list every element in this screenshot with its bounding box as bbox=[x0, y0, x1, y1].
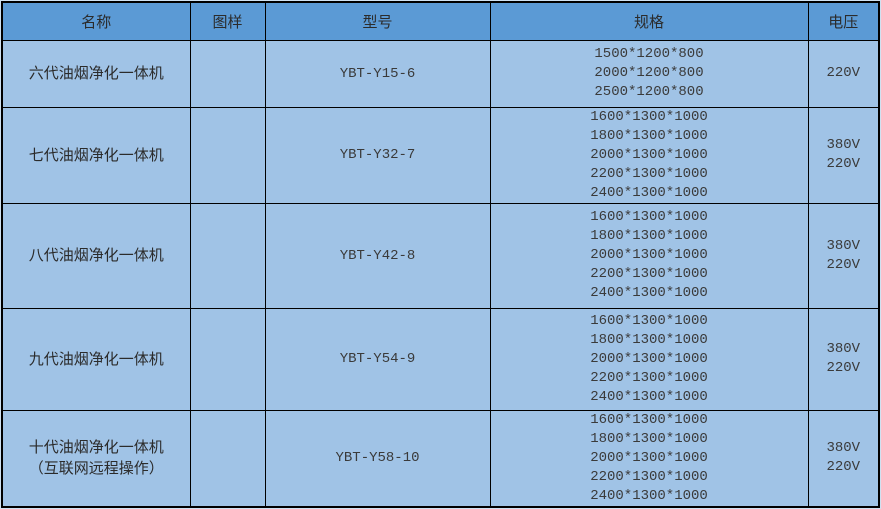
header-cell-name: 名称 bbox=[1, 1, 191, 41]
image-sample-cell bbox=[189, 307, 266, 411]
voltage-cell: 380V 220V bbox=[807, 202, 880, 309]
voltage-line: 380V bbox=[826, 341, 861, 357]
product-name-cell: 八代油烟净化一体机 bbox=[1, 202, 191, 309]
table-row: 六代油烟净化一体机 YBT-Y15-6 1500*1200*800 2000*1… bbox=[1, 39, 880, 108]
spec-line: 2400*1300*1000 bbox=[590, 285, 708, 301]
voltage-line: 380V bbox=[826, 440, 861, 456]
spec-line: 1800*1300*1000 bbox=[590, 127, 708, 144]
product-name: 六代油烟净化一体机 bbox=[28, 64, 164, 82]
product-name: 八代油烟净化一体机 bbox=[28, 246, 164, 264]
image-sample-cell bbox=[189, 409, 266, 507]
specs-cell: 1600*1300*1000 1800*1300*1000 2000*1300*… bbox=[489, 106, 809, 204]
spec-line: 2000*1300*1000 bbox=[590, 146, 708, 163]
model-cell: YBT-Y42-8 bbox=[264, 202, 491, 309]
table-row: 七代油烟净化一体机 YBT-Y32-7 1600*1300*1000 1800*… bbox=[1, 106, 880, 204]
voltage-cell: 380V 220V bbox=[807, 409, 880, 507]
spec-line: 1800*1300*1000 bbox=[590, 430, 708, 447]
voltage-cell: 380V 220V bbox=[807, 106, 880, 204]
header-cell-specs: 规格 bbox=[489, 1, 809, 41]
spec-line: 1600*1300*1000 bbox=[590, 411, 708, 428]
table-header-row: 名称 图样 型号 规格 电压 bbox=[1, 1, 880, 41]
table-row: 十代油烟净化一体机 （互联网远程操作） YBT-Y58-10 1600*1300… bbox=[1, 409, 880, 507]
voltage-line: 220V bbox=[826, 459, 861, 475]
header-cell-model: 型号 bbox=[264, 1, 491, 41]
voltage-line: 220V bbox=[826, 256, 861, 273]
table-row: 九代油烟净化一体机 YBT-Y54-9 1600*1300*1000 1800*… bbox=[1, 307, 880, 411]
spec-line: 2400*1300*1000 bbox=[590, 184, 708, 201]
product-name-cell: 七代油烟净化一体机 bbox=[1, 106, 191, 204]
spec-line: 2000*1300*1000 bbox=[590, 247, 708, 263]
spec-line: 2200*1300*1000 bbox=[590, 165, 708, 182]
spec-line: 2000*1200*800 bbox=[594, 65, 704, 81]
model-cell: YBT-Y32-7 bbox=[264, 106, 491, 204]
model-cell: YBT-Y58-10 bbox=[264, 409, 491, 507]
voltage-line: 380V bbox=[826, 137, 861, 153]
spec-line: 2200*1300*1000 bbox=[590, 369, 708, 386]
spec-line: 2500*1200*800 bbox=[594, 84, 704, 100]
header-cell-image: 图样 bbox=[189, 1, 266, 41]
product-name-cell: 九代油烟净化一体机 bbox=[1, 307, 191, 411]
product-name-subline: （互联网远程操作） bbox=[28, 459, 164, 477]
specs-cell: 1600*1300*1000 1800*1300*1000 2000*1300*… bbox=[489, 307, 809, 411]
image-sample-cell bbox=[189, 106, 266, 204]
spec-line: 2200*1300*1000 bbox=[590, 266, 708, 282]
spec-line: 1600*1300*1000 bbox=[590, 108, 708, 125]
product-name-cell: 十代油烟净化一体机 （互联网远程操作） bbox=[1, 409, 191, 507]
image-sample-cell bbox=[189, 202, 266, 309]
table-row: 八代油烟净化一体机 YBT-Y42-8 1600*1300*1000 1800*… bbox=[1, 202, 880, 309]
image-sample-cell bbox=[189, 39, 266, 108]
voltage-line: 220V bbox=[826, 156, 861, 172]
voltage-cell: 220V bbox=[807, 39, 880, 108]
product-name: 十代油烟净化一体机 bbox=[28, 438, 164, 456]
voltage-cell: 380V 220V bbox=[807, 307, 880, 411]
spec-line: 1800*1300*1000 bbox=[590, 331, 708, 348]
spec-line: 2000*1300*1000 bbox=[590, 449, 708, 466]
spec-line: 1600*1300*1000 bbox=[590, 209, 708, 225]
spec-line: 1800*1300*1000 bbox=[590, 228, 708, 244]
model-cell: YBT-Y54-9 bbox=[264, 307, 491, 411]
specs-cell: 1600*1300*1000 1800*1300*1000 2000*1300*… bbox=[489, 409, 809, 507]
voltage-line: 380V bbox=[826, 237, 861, 254]
specs-cell: 1600*1300*1000 1800*1300*1000 2000*1300*… bbox=[489, 202, 809, 309]
specs-cell: 1500*1200*800 2000*1200*800 2500*1200*80… bbox=[489, 39, 809, 108]
product-name: 九代油烟净化一体机 bbox=[28, 349, 164, 368]
voltage-line: 220V bbox=[826, 360, 861, 376]
spec-line: 2200*1300*1000 bbox=[590, 468, 708, 485]
spec-line: 1600*1300*1000 bbox=[590, 312, 708, 329]
spec-line: 2400*1300*1000 bbox=[590, 388, 708, 405]
spec-line: 2000*1300*1000 bbox=[590, 350, 708, 367]
spec-line: 2400*1300*1000 bbox=[590, 487, 708, 504]
header-cell-voltage: 电压 bbox=[807, 1, 880, 41]
model-cell: YBT-Y15-6 bbox=[264, 39, 491, 108]
spec-line: 1500*1200*800 bbox=[594, 46, 704, 62]
product-name: 七代油烟净化一体机 bbox=[28, 145, 164, 164]
voltage-line: 220V bbox=[826, 65, 861, 81]
product-name-cell: 六代油烟净化一体机 bbox=[1, 39, 191, 108]
